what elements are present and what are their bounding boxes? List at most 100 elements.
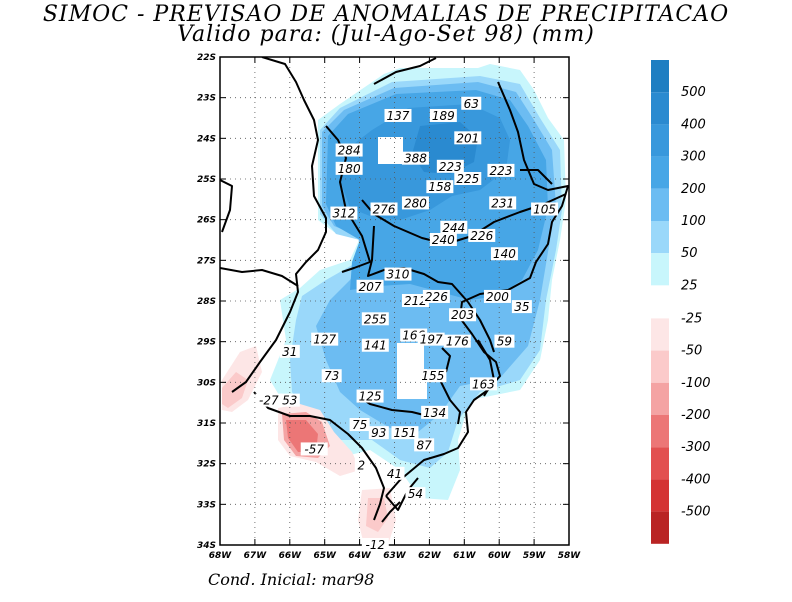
latitude-tick-label: 24S bbox=[197, 134, 216, 144]
contour-value-text: 231 bbox=[491, 196, 514, 210]
label-background bbox=[384, 466, 405, 480]
longitude-tick-label: 61W bbox=[453, 551, 477, 561]
label-background bbox=[468, 228, 496, 242]
legend-label: 25 bbox=[681, 278, 698, 293]
label-background bbox=[417, 332, 445, 346]
western-border bbox=[231, 57, 327, 393]
label-background bbox=[335, 143, 363, 157]
contour-value-label: 280 bbox=[401, 196, 429, 210]
contour-value-label: 189 bbox=[429, 108, 457, 123]
field-gap bbox=[397, 343, 424, 369]
label-background bbox=[356, 279, 384, 293]
coastline bbox=[385, 477, 419, 511]
legend-swatch bbox=[651, 382, 669, 415]
label-background bbox=[279, 393, 300, 407]
latitude-tick-label: 28S bbox=[197, 297, 216, 307]
label-background bbox=[422, 289, 450, 303]
legend-swatch bbox=[651, 188, 669, 221]
label-background bbox=[384, 108, 412, 122]
contour-value-label: 73 bbox=[321, 369, 342, 383]
longitude-tick-label: 62W bbox=[418, 551, 442, 561]
contour-value-label: 231 bbox=[489, 196, 517, 210]
label-background bbox=[361, 538, 389, 551]
latitude-tick-label: 23S bbox=[197, 94, 216, 104]
contour-value-text: 180 bbox=[338, 162, 361, 176]
legend-label: 400 bbox=[681, 117, 706, 132]
latitude-tick-label: 30S bbox=[197, 378, 216, 388]
contour-value-label: 388 bbox=[401, 151, 429, 166]
longitude-tick-label: 59W bbox=[523, 551, 547, 561]
contour-value-text: 93 bbox=[371, 426, 386, 440]
label-background bbox=[436, 159, 464, 173]
longitude-tick-label: 64W bbox=[348, 551, 372, 561]
longitude-tick-label: 65W bbox=[313, 551, 337, 561]
contour-value-text: 201 bbox=[456, 131, 479, 145]
legend-label: 300 bbox=[681, 150, 706, 165]
contour-value-label: 223 bbox=[436, 159, 464, 174]
longitude-tick-label: 60W bbox=[488, 551, 512, 561]
contour-value-label: 134 bbox=[421, 405, 449, 420]
contour-value-text: 35 bbox=[514, 300, 529, 314]
coastline bbox=[381, 501, 401, 523]
legend-swatch bbox=[651, 318, 669, 351]
contour-value-label: 2 bbox=[354, 458, 368, 473]
contour-value-text: 226 bbox=[425, 290, 448, 304]
latitude-tick-label: 34S bbox=[197, 541, 216, 551]
label-background bbox=[356, 389, 384, 403]
label-background bbox=[300, 442, 328, 456]
label-background bbox=[511, 300, 532, 314]
contour-value-text: 155 bbox=[421, 369, 444, 383]
contour-value-text: 31 bbox=[282, 345, 297, 359]
contour-value-text: 75 bbox=[352, 418, 367, 432]
legend-label: -50 bbox=[681, 344, 702, 359]
legend-label: -300 bbox=[681, 440, 711, 455]
label-background bbox=[449, 308, 477, 322]
contour-value-text: 223 bbox=[439, 160, 462, 174]
contour-value-label: 284 bbox=[335, 143, 363, 158]
contour-value-text: 255 bbox=[364, 312, 387, 326]
label-background bbox=[368, 426, 389, 440]
border-segment bbox=[520, 169, 553, 185]
legend-label: 100 bbox=[681, 214, 706, 229]
field-gap bbox=[378, 137, 403, 164]
contour-value-text: 2 bbox=[358, 459, 366, 473]
contour-value-text: 163 bbox=[472, 377, 495, 391]
label-background bbox=[429, 108, 457, 122]
latitude-tick-label: 29S bbox=[197, 338, 216, 348]
contour-value-text: 41 bbox=[387, 467, 402, 481]
legend-swatch bbox=[651, 350, 669, 383]
contour-value-text: -27 bbox=[259, 394, 279, 408]
legend-swatch bbox=[651, 447, 669, 480]
contour-value-label: 203 bbox=[449, 308, 477, 322]
label-background bbox=[349, 418, 370, 432]
contour-value-label: 125 bbox=[356, 389, 384, 404]
legend-label: 200 bbox=[681, 182, 706, 197]
contour-value-text: 87 bbox=[417, 438, 433, 452]
latitude-tick-label: 32S bbox=[197, 460, 216, 470]
contour-value-label: 35 bbox=[511, 300, 532, 314]
contour-value-label: 41 bbox=[384, 466, 405, 481]
label-background bbox=[330, 206, 358, 220]
contour-value-text: 125 bbox=[359, 390, 382, 404]
contour-value-text: 312 bbox=[332, 207, 355, 221]
contour-value-label: 63 bbox=[461, 96, 482, 111]
label-background bbox=[405, 487, 426, 501]
contour-value-label: 53 bbox=[279, 393, 300, 408]
label-background bbox=[487, 163, 515, 177]
contour-value-label: 310 bbox=[384, 267, 412, 282]
border-segment bbox=[220, 179, 233, 233]
label-background bbox=[401, 196, 429, 210]
legend-label: -400 bbox=[681, 472, 711, 487]
legend-swatch bbox=[651, 479, 669, 512]
legend-swatch bbox=[651, 221, 669, 254]
contour-value-text: 59 bbox=[497, 335, 512, 349]
label-background bbox=[440, 220, 468, 234]
contour-value-label: 163 bbox=[469, 377, 497, 391]
contour-value-text: 223 bbox=[489, 164, 512, 178]
label-background bbox=[384, 267, 412, 281]
label-background bbox=[494, 334, 515, 348]
contour-value-label: 197 bbox=[417, 332, 445, 347]
latitude-tick-label: 26S bbox=[197, 216, 216, 226]
contour-value-text: 140 bbox=[493, 247, 516, 261]
